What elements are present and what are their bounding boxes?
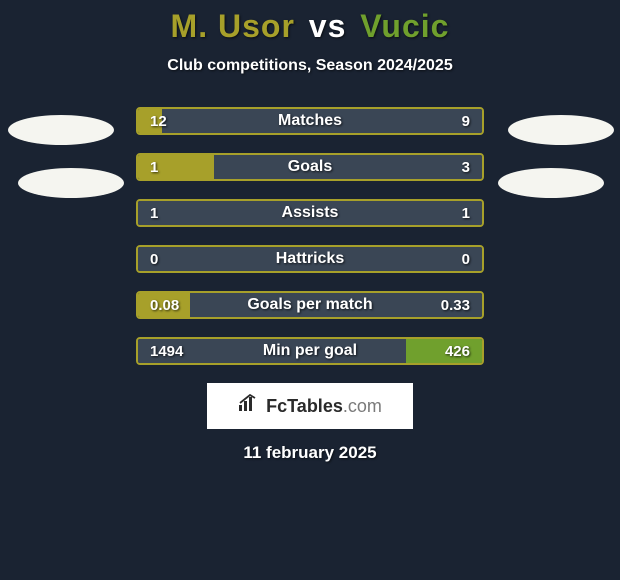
player2-avatar-top	[508, 115, 614, 145]
logo-text-main: FcTables	[266, 396, 343, 417]
stat-value-right: 426	[445, 339, 470, 363]
player1-name: M. Usor	[171, 8, 295, 44]
player1-avatar-top	[8, 115, 114, 145]
chart-icon	[238, 394, 260, 418]
comparison-card: M. Usor vs Vucic Club competitions, Seas…	[0, 0, 620, 463]
snapshot-date: 11 february 2025	[0, 443, 620, 463]
stat-row: 1Goals3	[136, 153, 484, 181]
logo-text-domain: .com	[343, 396, 382, 417]
stat-value-right: 9	[462, 109, 470, 133]
stat-label: Min per goal	[138, 339, 482, 363]
player2-avatar-bottom	[498, 168, 604, 198]
stat-row: 0.08Goals per match0.33	[136, 291, 484, 319]
stat-value-right: 3	[462, 155, 470, 179]
player1-avatar-bottom	[18, 168, 124, 198]
stat-label: Goals	[138, 155, 482, 179]
subtitle: Club competitions, Season 2024/2025	[0, 57, 620, 75]
stat-row: 12Matches9	[136, 107, 484, 135]
stat-row: 0Hattricks0	[136, 245, 484, 273]
player2-name: Vucic	[360, 8, 449, 44]
stat-row: 1Assists1	[136, 199, 484, 227]
stat-label: Hattricks	[138, 247, 482, 271]
fctables-logo[interactable]: FcTables.com	[207, 383, 413, 429]
stat-value-right: 0.33	[441, 293, 470, 317]
stat-label: Matches	[138, 109, 482, 133]
stat-value-right: 1	[462, 201, 470, 225]
stat-label: Assists	[138, 201, 482, 225]
vs-text: vs	[309, 8, 347, 44]
stat-label: Goals per match	[138, 293, 482, 317]
stats-area: 12Matches91Goals31Assists10Hattricks00.0…	[0, 107, 620, 365]
page-title: M. Usor vs Vucic	[0, 8, 620, 45]
stat-row: 1494Min per goal426	[136, 337, 484, 365]
stat-value-right: 0	[462, 247, 470, 271]
